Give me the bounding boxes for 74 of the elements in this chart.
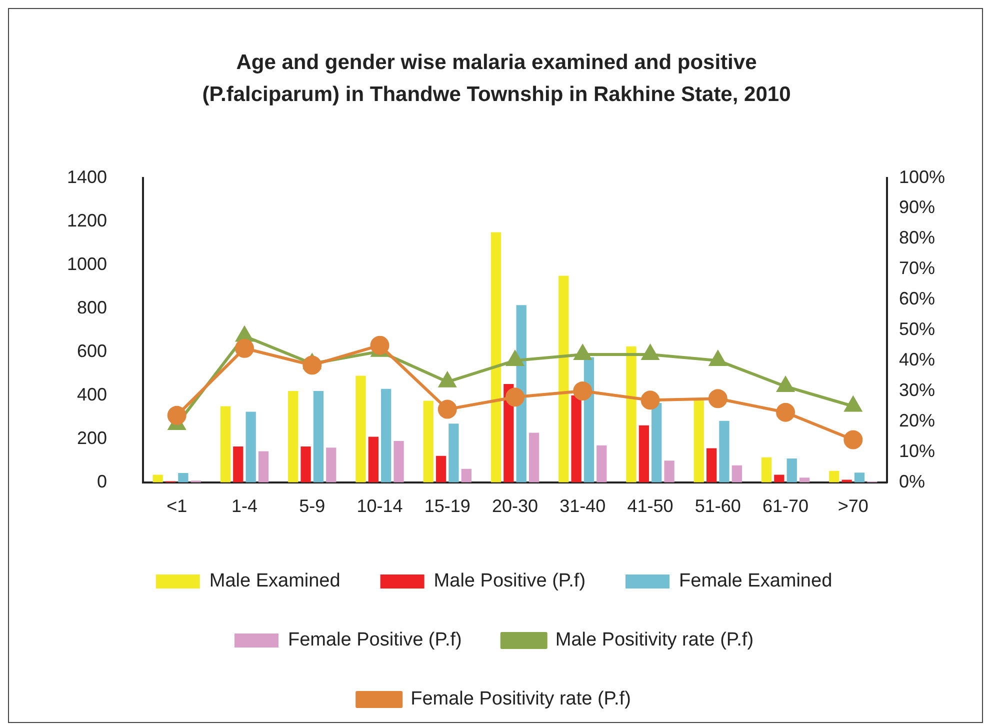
y2-tick-label: 80% bbox=[898, 228, 935, 248]
bar bbox=[152, 474, 163, 482]
y2-tick-label: 100% bbox=[898, 166, 946, 187]
x-tick-label: <1 bbox=[166, 496, 188, 516]
legend-label: Male Positive (P.f) bbox=[434, 570, 586, 592]
bar bbox=[706, 448, 717, 482]
bar bbox=[638, 425, 649, 482]
y-tick-label: 1000 bbox=[66, 254, 108, 274]
chart-title: Age and gender wise malaria examined and positive (P.falciparum) in Thandwe Township in Rakhine State, 2010 bbox=[201, 50, 792, 108]
bar bbox=[356, 376, 366, 482]
y2-tick-label: 60% bbox=[898, 288, 935, 309]
legend-label: Female Positive (P.f) bbox=[288, 630, 462, 651]
bar bbox=[461, 468, 472, 482]
y2-tick-label: 90% bbox=[898, 197, 935, 218]
bar bbox=[246, 412, 256, 482]
legend-label: Male Positivity rate (P.f) bbox=[555, 630, 754, 651]
bar bbox=[626, 346, 636, 482]
y2-tick-label: 30% bbox=[898, 380, 935, 400]
legend-label: Male Examined bbox=[209, 570, 340, 592]
bar bbox=[829, 470, 840, 482]
bar bbox=[381, 388, 392, 482]
x-tick-label: 41-50 bbox=[627, 496, 674, 516]
x-tick-label: 61-70 bbox=[762, 496, 809, 516]
x-tick-label: 15-19 bbox=[424, 496, 470, 516]
bar bbox=[774, 474, 784, 482]
bar bbox=[313, 391, 324, 482]
x-tick-label: 31-40 bbox=[560, 496, 606, 516]
bar bbox=[423, 400, 434, 482]
legend-label: Female Examined bbox=[679, 570, 832, 592]
bar bbox=[368, 436, 378, 482]
y-tick-label: 800 bbox=[76, 297, 108, 318]
y-tick-label: 400 bbox=[76, 384, 108, 404]
y-tick-label: 1200 bbox=[66, 210, 108, 230]
y2-tick-label: 50% bbox=[898, 319, 935, 340]
bar bbox=[394, 441, 404, 482]
y2-tick-label: 70% bbox=[898, 258, 935, 278]
bar bbox=[436, 456, 446, 482]
bar bbox=[326, 448, 336, 482]
bar bbox=[490, 232, 502, 482]
x-tick-label: 5-9 bbox=[299, 496, 326, 516]
bar bbox=[288, 391, 298, 482]
bar bbox=[571, 395, 582, 482]
bar bbox=[761, 457, 772, 482]
legend-label: Female Positivity rate (P.f) bbox=[410, 688, 631, 710]
x-tick-label: 10-14 bbox=[356, 496, 403, 516]
bar bbox=[799, 478, 810, 482]
bar bbox=[448, 424, 459, 482]
y2-tick-label: 0% bbox=[898, 471, 925, 492]
x-tick-label: 1-4 bbox=[231, 496, 258, 516]
bar bbox=[786, 458, 797, 482]
y-tick-label: 200 bbox=[76, 428, 108, 448]
x-tick-label: 51-60 bbox=[694, 496, 741, 516]
y2-tick-label: 20% bbox=[898, 410, 935, 430]
bar bbox=[528, 432, 540, 482]
bar bbox=[233, 446, 244, 482]
bar bbox=[558, 276, 569, 482]
y2-tick-label: 10% bbox=[898, 440, 935, 461]
bar bbox=[854, 472, 865, 482]
y-tick-label: 0 bbox=[97, 471, 108, 492]
bar bbox=[596, 445, 607, 482]
x-tick-label: 20-30 bbox=[492, 496, 538, 516]
bar bbox=[652, 402, 662, 482]
bar bbox=[732, 465, 742, 482]
bar bbox=[719, 420, 730, 482]
bar bbox=[664, 460, 674, 482]
bar bbox=[694, 400, 704, 482]
y-tick-label: 600 bbox=[76, 340, 108, 361]
x-tick-label: >70 bbox=[838, 496, 868, 516]
bar bbox=[178, 473, 188, 482]
y-tick-label: 1400 bbox=[66, 166, 108, 187]
y2-tick-label: 40% bbox=[898, 350, 935, 370]
bar bbox=[258, 451, 269, 482]
bar bbox=[300, 446, 311, 482]
bar bbox=[220, 406, 231, 482]
